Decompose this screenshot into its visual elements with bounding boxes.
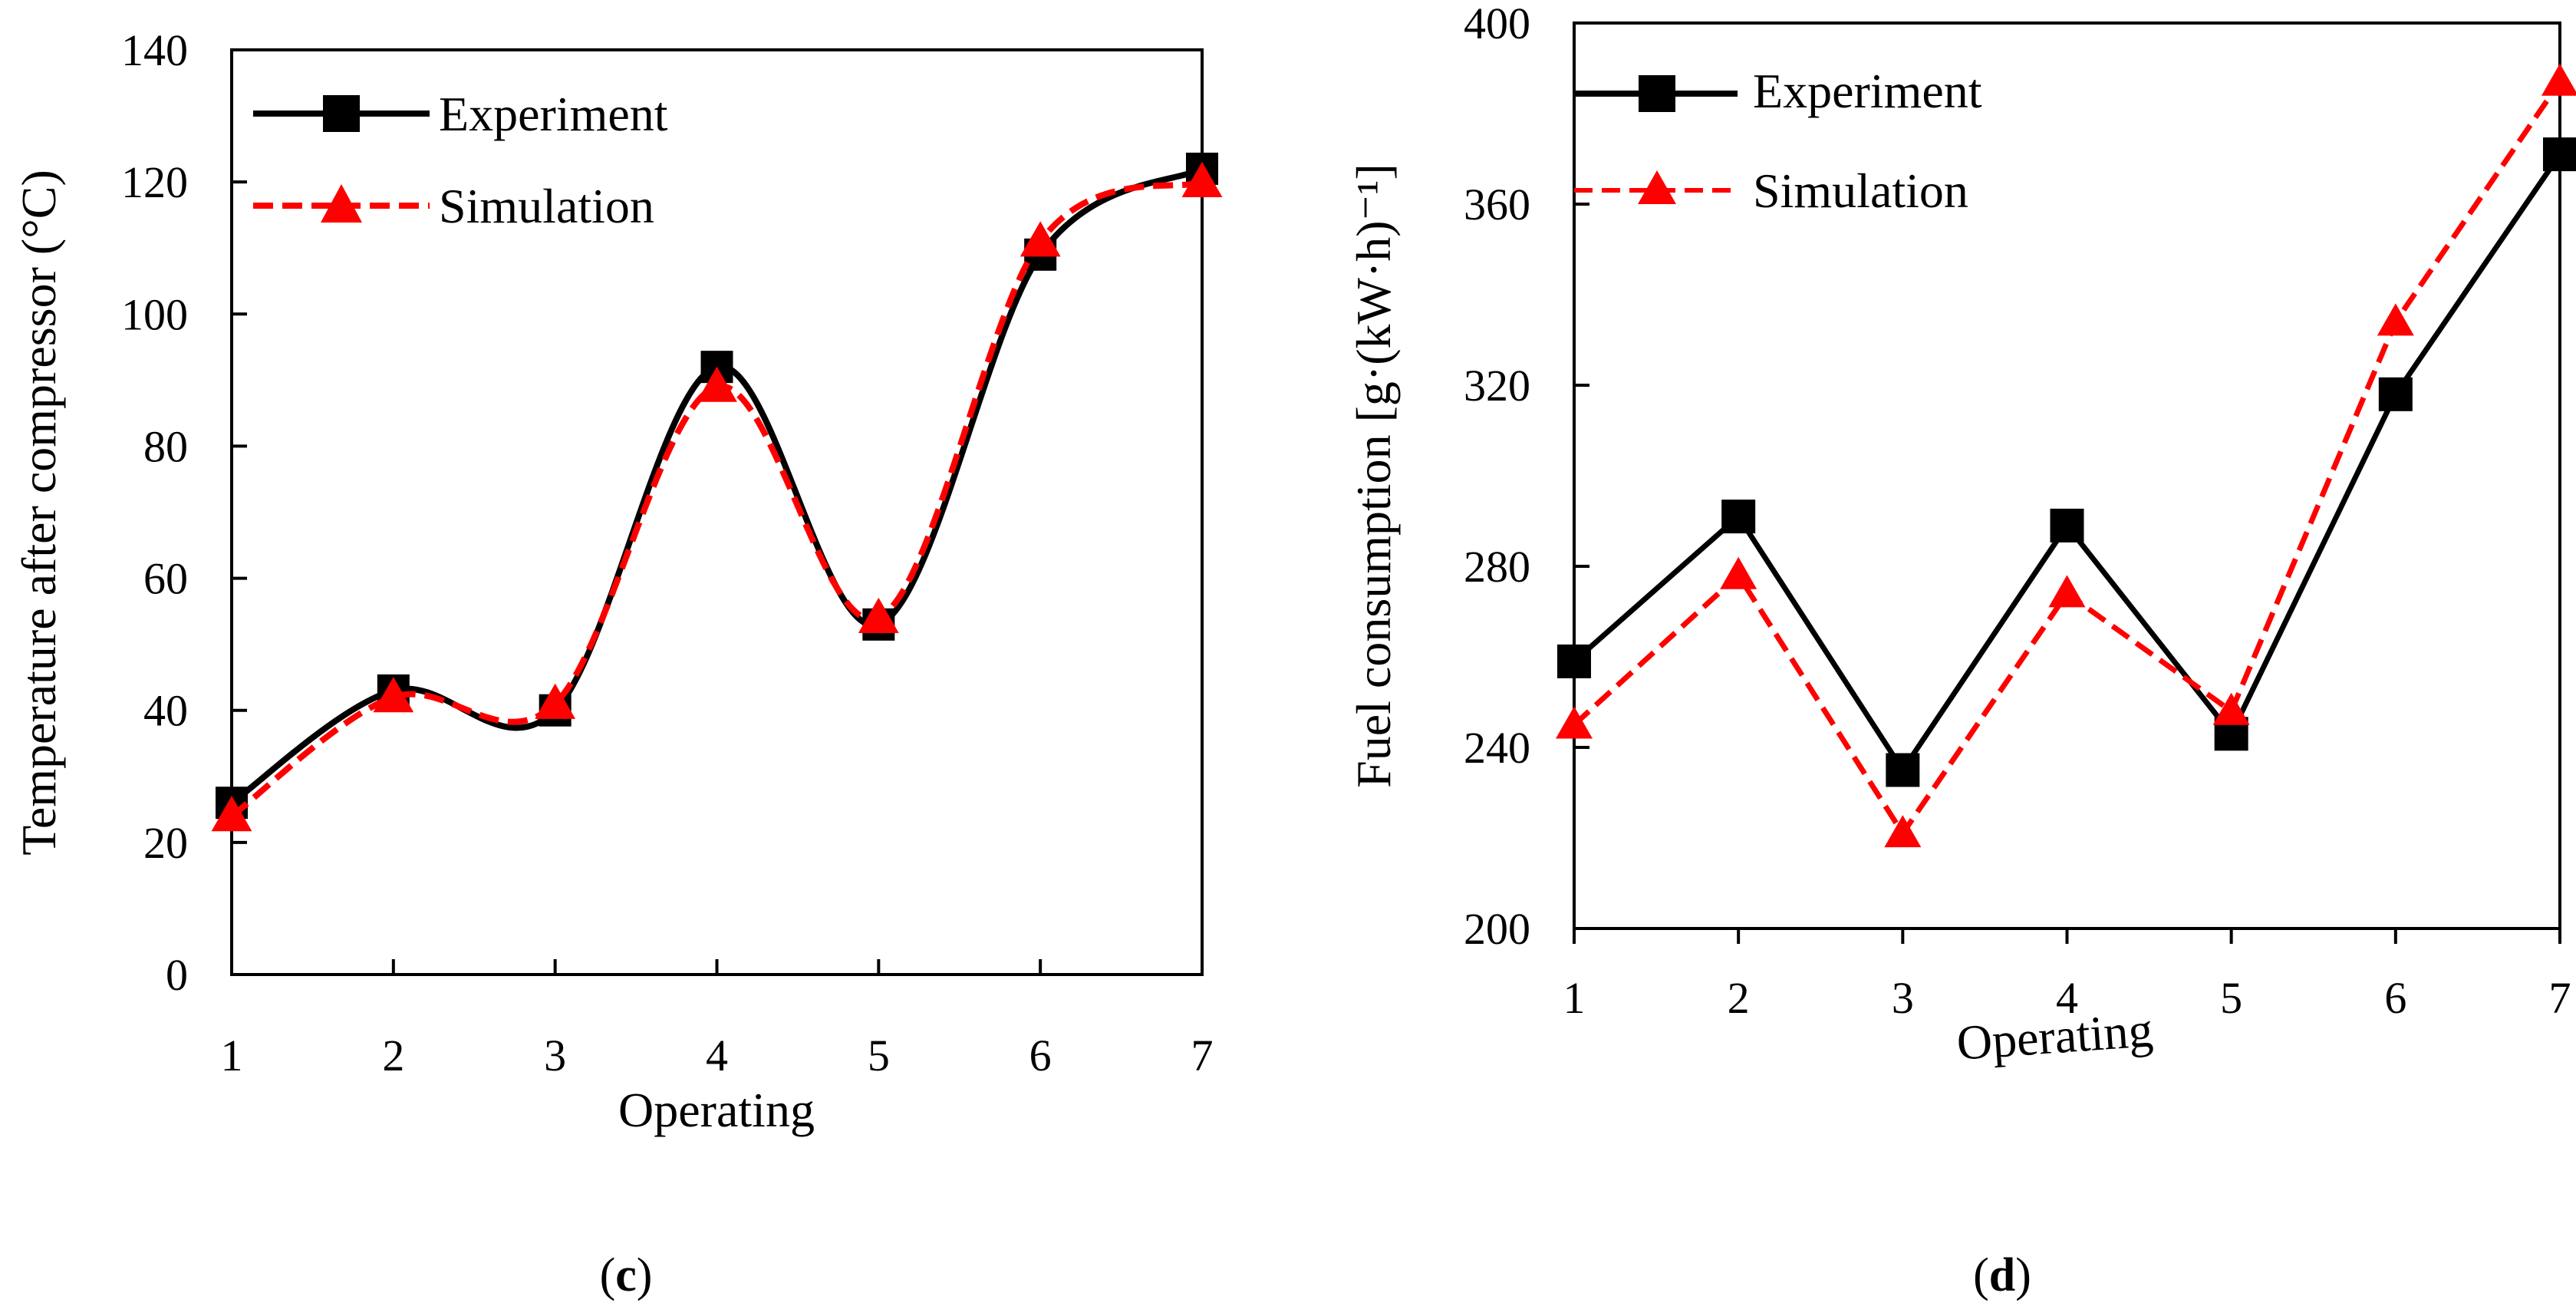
y-axis-c: 0 20 40 60 80 100 120 140 (121, 25, 247, 1000)
y-tick-label: 20 (143, 818, 188, 868)
data-point-experiment (1886, 753, 1920, 787)
x-tick-label: 4 (706, 1031, 728, 1080)
y-axis-title-d: Fuel consumption [g·(kW·h)⁻¹] (1346, 163, 1401, 788)
series-line-simulation (229, 179, 1204, 819)
y-tick-label: 40 (143, 686, 188, 736)
plot-frame-c (230, 48, 1204, 976)
legend-marker-experiment-c (323, 95, 360, 132)
series-c (211, 152, 1223, 832)
data-point-experiment (2050, 508, 2084, 543)
data-point-simulation (1020, 221, 1061, 257)
panel-label-d: (d) (1973, 1249, 2031, 1301)
x-tick-label: 5 (2220, 973, 2242, 1023)
x-tick-label: 1 (1563, 973, 1586, 1023)
data-point-simulation (211, 796, 252, 832)
data-point-experiment (1721, 500, 1756, 534)
legend-marker-simulation-d (1638, 170, 1676, 204)
x-tick-label: 2 (1728, 973, 1750, 1023)
series-line-simulation (1572, 80, 2562, 836)
data-point-simulation (373, 677, 414, 713)
x-axis-c: 1 2 3 4 5 6 7 (221, 959, 1214, 1080)
y-tick-label: 200 (1464, 904, 1530, 954)
legend-marker-simulation-c (321, 184, 362, 223)
data-point-simulation (1181, 161, 1223, 197)
panel-label-c: (c) (600, 1249, 653, 1301)
y-tick-label: 120 (121, 157, 188, 207)
x-tick-label: 6 (2384, 973, 2406, 1023)
data-point-simulation (1556, 706, 1593, 739)
x-tick-label: 6 (1029, 1031, 1052, 1080)
data-point-simulation (697, 366, 737, 402)
legend-d: Experiment Simulation (1574, 64, 1982, 218)
y-tick-label: 320 (1464, 361, 1530, 411)
data-point-experiment (2543, 137, 2576, 172)
data-point-simulation (535, 683, 576, 719)
legend-label-experiment-c: Experiment (439, 87, 668, 141)
legend-label-simulation-c: Simulation (439, 179, 654, 233)
legend-c: Experiment Simulation (253, 87, 668, 233)
x-tick-label: 7 (1191, 1031, 1214, 1080)
x-axis-title-d: Operating (1955, 1002, 2154, 1070)
x-tick-label: 1 (221, 1031, 243, 1080)
y-tick-label: 0 (166, 950, 188, 1000)
y-tick-label: 280 (1464, 542, 1530, 592)
legend-label-simulation-d: Simulation (1753, 163, 1968, 218)
data-point-simulation (2377, 303, 2414, 336)
y-tick-label: 360 (1464, 180, 1530, 229)
plot-frame-d (1573, 21, 2561, 930)
y-tick-label: 140 (121, 25, 188, 75)
y-tick-label: 400 (1464, 0, 1530, 48)
series-d (1556, 63, 2576, 848)
y-tick-label: 240 (1464, 723, 1530, 773)
x-tick-label: 2 (382, 1031, 404, 1080)
y-axis-d: 200 240 280 320 360 400 (1464, 0, 1589, 954)
data-point-experiment (1557, 644, 1591, 678)
chart-c: 0 20 40 60 80 100 120 140 1 2 3 4 5 6 7 Operating Tem… (12, 25, 1223, 1301)
data-point-simulation (1884, 815, 1922, 848)
y-tick-label: 60 (143, 554, 188, 604)
legend-label-experiment-d: Experiment (1753, 64, 1982, 118)
series-line-experiment (1572, 153, 2562, 773)
x-tick-label: 5 (868, 1031, 890, 1080)
chart-d: 200 240 280 320 360 400 1 2 3 4 5 6 7 Operating Fue… (1346, 0, 2576, 1301)
data-point-simulation (2541, 63, 2576, 96)
y-axis-title-c: Temperature after compressor (°C) (12, 170, 66, 856)
x-axis-d: 1 2 3 4 5 6 7 (1563, 928, 2571, 1023)
data-point-experiment (2378, 377, 2413, 411)
data-point-simulation (2048, 575, 2086, 608)
data-point-simulation (2212, 692, 2250, 725)
y-tick-label: 100 (121, 289, 188, 339)
x-tick-label: 3 (1892, 973, 1914, 1023)
x-tick-label: 4 (2056, 973, 2078, 1023)
legend-marker-experiment-d (1639, 75, 1675, 112)
y-tick-label: 80 (143, 421, 188, 471)
data-point-simulation (858, 597, 899, 634)
x-axis-title-c: Operating (618, 1083, 815, 1137)
data-point-simulation (1720, 556, 1757, 589)
x-tick-label: 3 (544, 1031, 566, 1080)
x-tick-label: 7 (2549, 973, 2571, 1023)
